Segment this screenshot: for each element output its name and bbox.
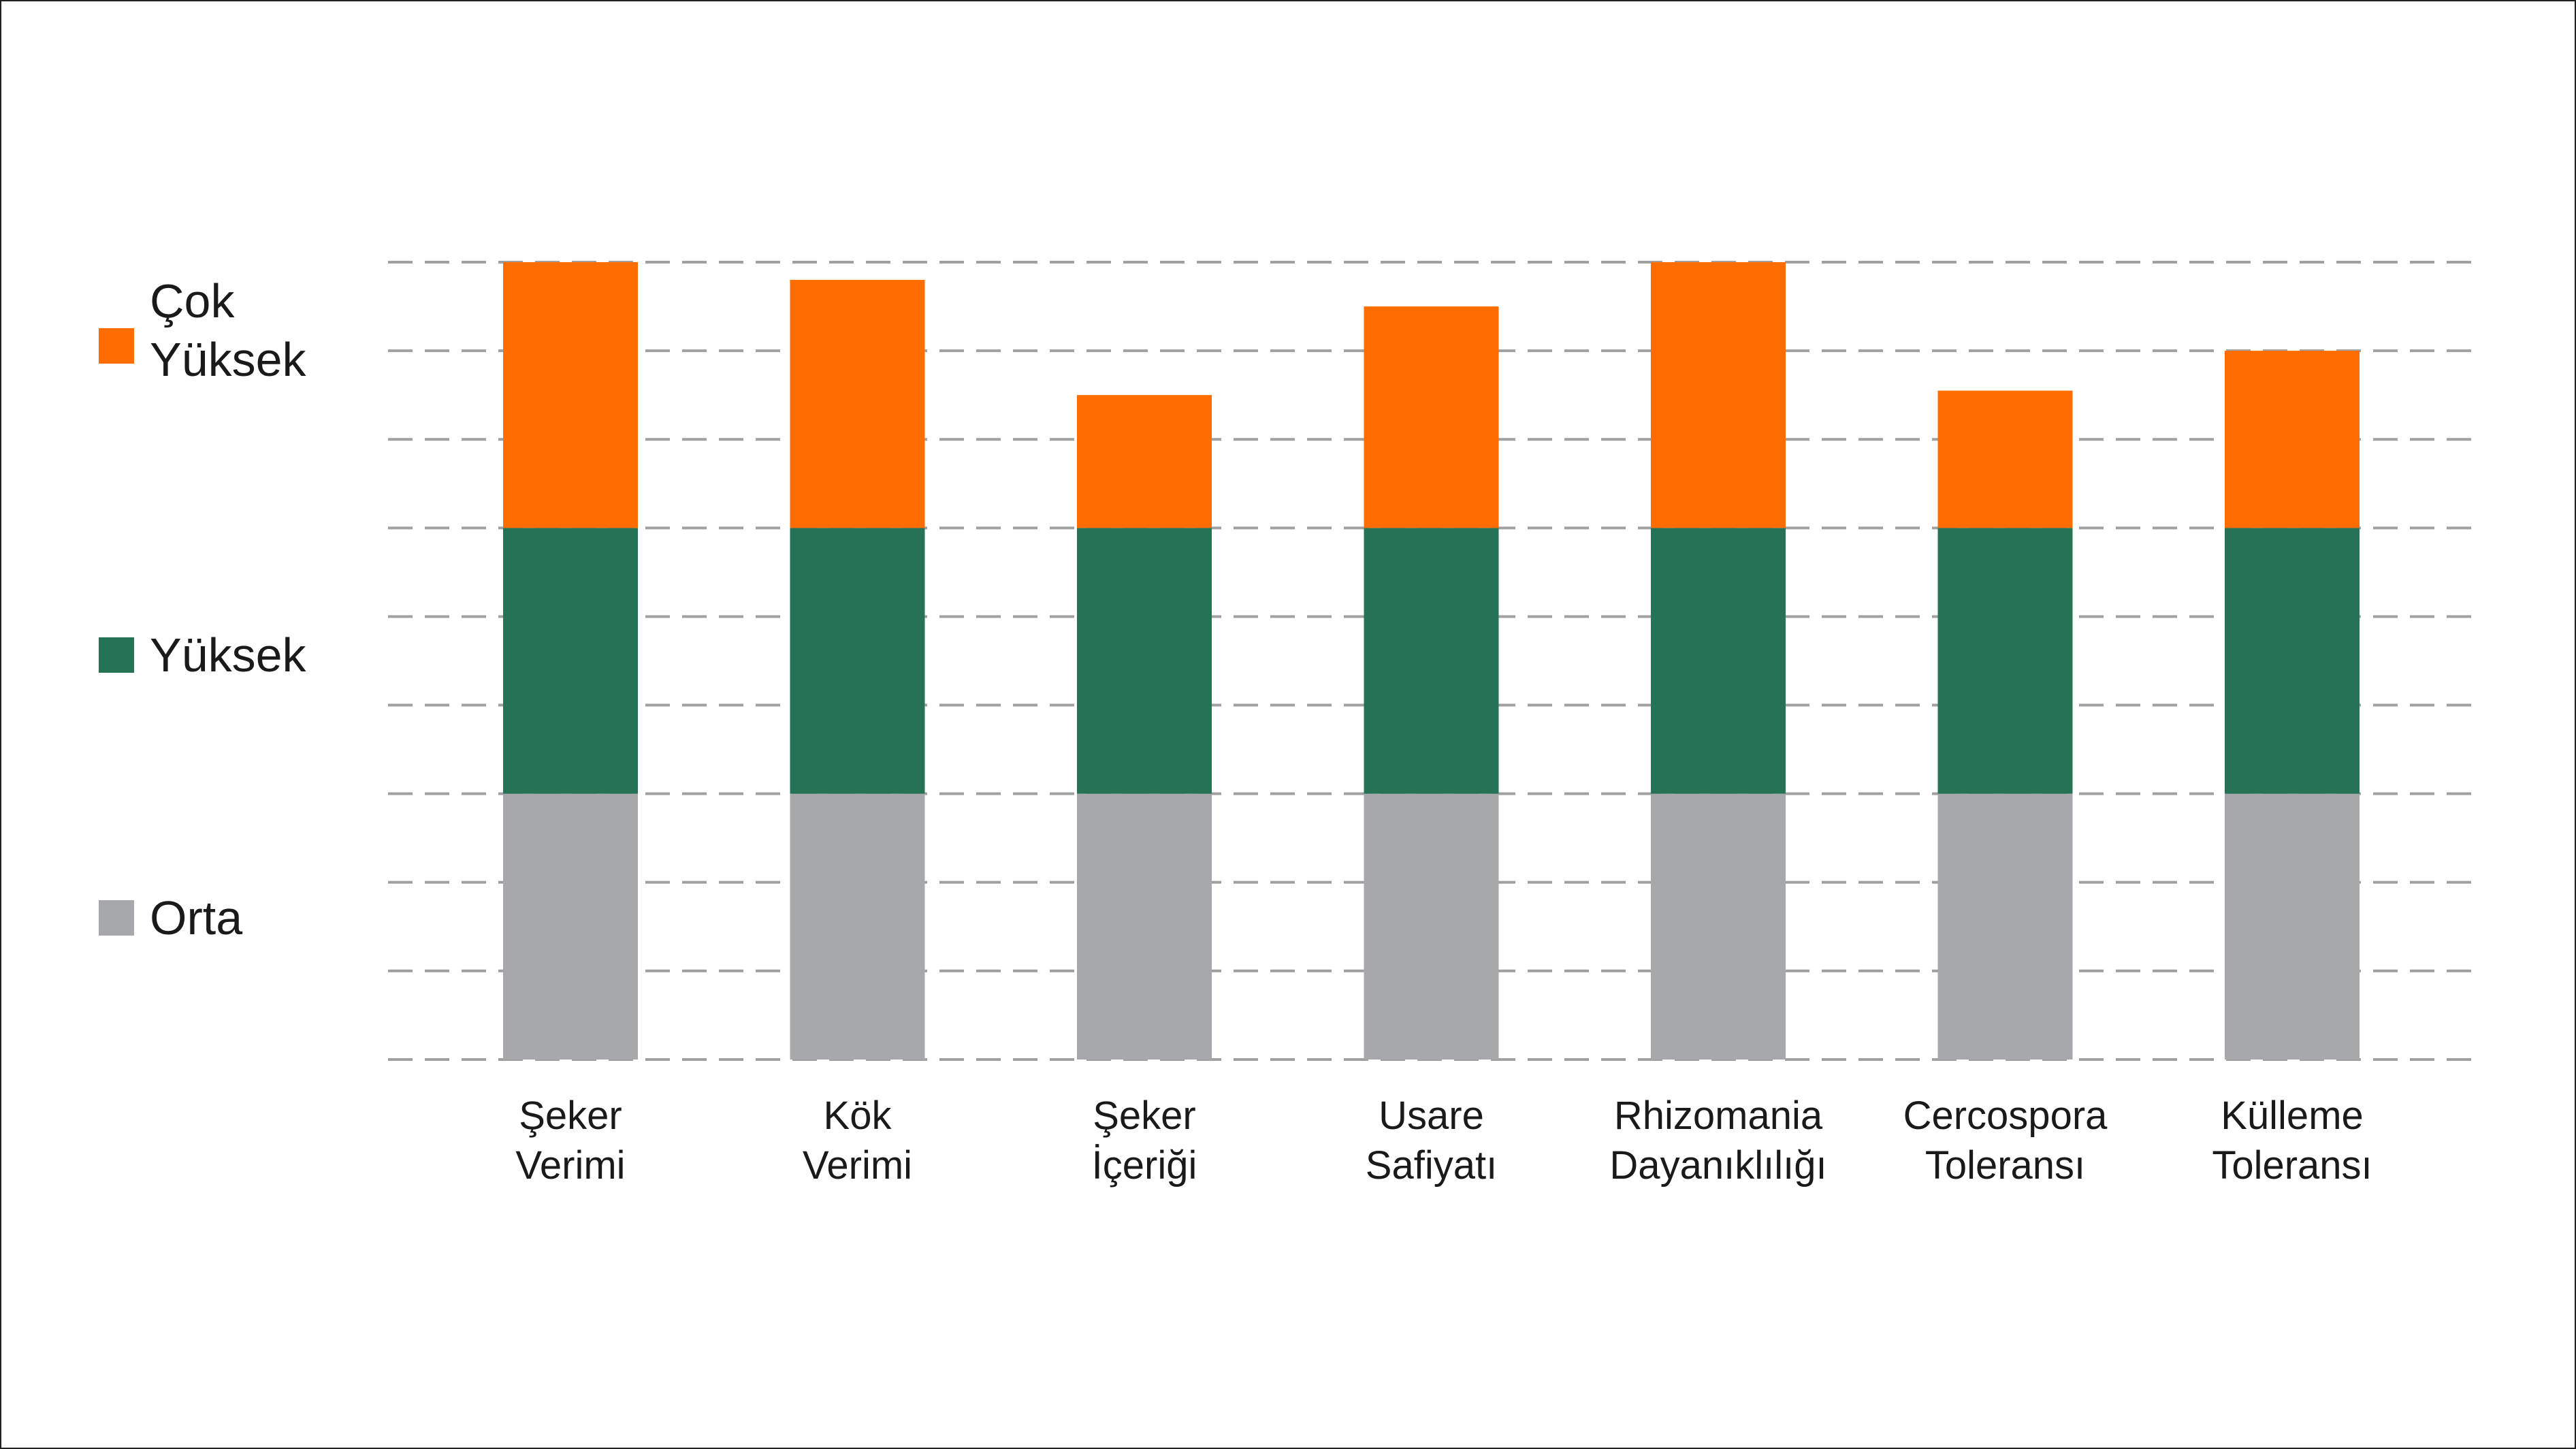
legend-label: Yüksek xyxy=(150,628,307,682)
bar-segment xyxy=(1077,528,1212,794)
x-tick-label-line: Toleransı xyxy=(2212,1143,2372,1188)
bar-segment xyxy=(1651,528,1786,794)
x-tick-label-line: Usare xyxy=(1379,1094,1484,1138)
bar-segment xyxy=(2225,793,2360,1060)
bar-segment xyxy=(1077,793,1212,1060)
bar-segment xyxy=(1937,793,2073,1060)
bar-segment xyxy=(1937,390,2073,528)
x-tick-label: Külleme Toleransı xyxy=(2212,1094,2372,1188)
bar-segment xyxy=(790,280,925,528)
legend-label-line: Çok xyxy=(150,274,235,328)
bar-segment xyxy=(1364,306,1499,528)
x-tick-label: Şeker İçeriği xyxy=(1092,1094,1197,1188)
bars xyxy=(503,262,2360,1060)
bar-segment xyxy=(1077,395,1212,528)
x-tick-label-line: Verimi xyxy=(803,1143,912,1188)
legend-swatch xyxy=(99,637,134,673)
x-tick-label-line: Safiyatı xyxy=(1366,1143,1497,1188)
bar-segment xyxy=(1364,793,1499,1060)
bar-segment xyxy=(790,528,925,794)
x-tick-label-line: Şeker xyxy=(1093,1094,1196,1138)
bar-segment xyxy=(503,262,638,528)
bar-segment xyxy=(503,793,638,1060)
legend-label-line: Orta xyxy=(150,891,242,944)
bar-segment xyxy=(503,528,638,794)
bar-segment xyxy=(1937,528,2073,794)
legend-label: Çok Yüksek xyxy=(150,274,307,386)
bar-segment xyxy=(1651,793,1786,1060)
x-axis-labels: Şeker Verimi Kök Verimi Şeker İçeriği Usare Saf… xyxy=(515,1094,2372,1188)
legend-label-line: Yüksek xyxy=(150,333,307,386)
x-tick-label-line: İçeriği xyxy=(1092,1143,1197,1188)
x-tick-label-line: Şeker xyxy=(519,1094,622,1138)
x-tick-label-line: Külleme xyxy=(2221,1094,2364,1138)
x-tick-label-line: Cercospora xyxy=(1903,1094,2108,1138)
x-tick-label: Şeker Verimi xyxy=(515,1094,625,1188)
legend-label-line: Yüksek xyxy=(150,628,307,682)
x-tick-label: Usare Safiyatı xyxy=(1366,1094,1497,1188)
legend-label: Orta xyxy=(150,891,242,944)
x-tick-label-line: Verimi xyxy=(515,1143,625,1188)
bar-segment xyxy=(2225,528,2360,794)
x-tick-label: Kök Verimi xyxy=(803,1094,912,1188)
legend-swatch xyxy=(99,900,134,936)
bar-segment xyxy=(2225,351,2360,528)
x-tick-label-line: Toleransı xyxy=(1925,1143,2085,1188)
x-tick-label-line: Dayanıklılığı xyxy=(1609,1143,1826,1188)
bar-segment xyxy=(790,793,925,1060)
x-tick-label-line: Kök xyxy=(824,1094,892,1138)
bar-segment xyxy=(1364,528,1499,794)
x-tick-label: Cercospora Toleransı xyxy=(1903,1094,2108,1188)
x-tick-label-line: Rhizomania xyxy=(1614,1094,1823,1138)
legend-swatch xyxy=(99,328,134,364)
bar-segment xyxy=(1651,262,1786,528)
x-tick-label: Rhizomania Dayanıklılığı xyxy=(1609,1094,1826,1188)
